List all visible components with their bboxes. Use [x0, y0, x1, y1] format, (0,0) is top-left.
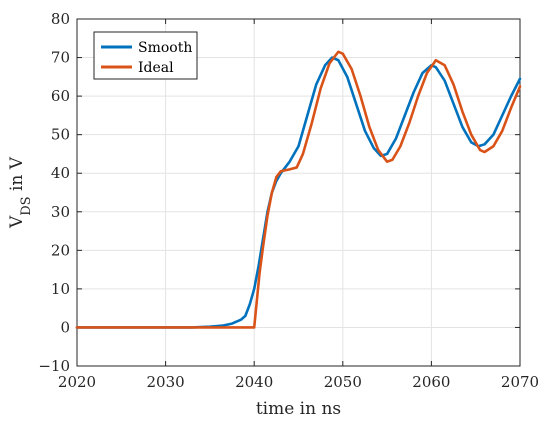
y-tick-label: 10 — [51, 280, 70, 298]
series-line-smooth — [75, 56, 522, 329]
legend-label-ideal: Ideal — [138, 60, 174, 76]
series-line-ideal — [75, 50, 522, 329]
y-tick-labels: −10 0 10 20 30 40 50 60 70 80 — [38, 10, 70, 375]
axis-ticks — [76, 18, 521, 367]
y-tick-label: −10 — [38, 357, 70, 375]
y-tick-label: 70 — [51, 49, 70, 67]
y-tick-label: 0 — [60, 318, 70, 336]
legend: Smooth Ideal — [93, 31, 198, 80]
y-axis-label-subscript: DS — [19, 196, 34, 215]
x-tick-labels: 2020 2030 2040 2050 2060 2070 — [58, 373, 539, 391]
x-tick-label: 2040 — [235, 373, 273, 391]
x-tick-label: 2020 — [58, 373, 96, 391]
y-tick-label: 20 — [51, 241, 70, 259]
x-axis-label: time in ns — [256, 399, 341, 419]
y-tick-label: 40 — [51, 164, 70, 182]
x-tick-label: 2030 — [147, 373, 185, 391]
series-layer — [75, 50, 522, 329]
legend-label-smooth: Smooth — [138, 40, 192, 56]
y-tick-label: 30 — [51, 203, 70, 221]
y-tick-label: 60 — [51, 87, 70, 105]
y-axis-label-main: V — [7, 215, 27, 229]
y-axis-label: VDS in V — [7, 156, 34, 229]
y-tick-label: 80 — [51, 10, 70, 28]
legend-box — [93, 31, 198, 80]
x-tick-label: 2050 — [324, 373, 362, 391]
plot-frame — [76, 18, 521, 367]
y-tick-label: 50 — [51, 126, 70, 144]
x-tick-label: 2060 — [412, 373, 450, 391]
x-tick-label: 2070 — [501, 373, 539, 391]
y-axis-label-unit: in V — [7, 156, 27, 196]
